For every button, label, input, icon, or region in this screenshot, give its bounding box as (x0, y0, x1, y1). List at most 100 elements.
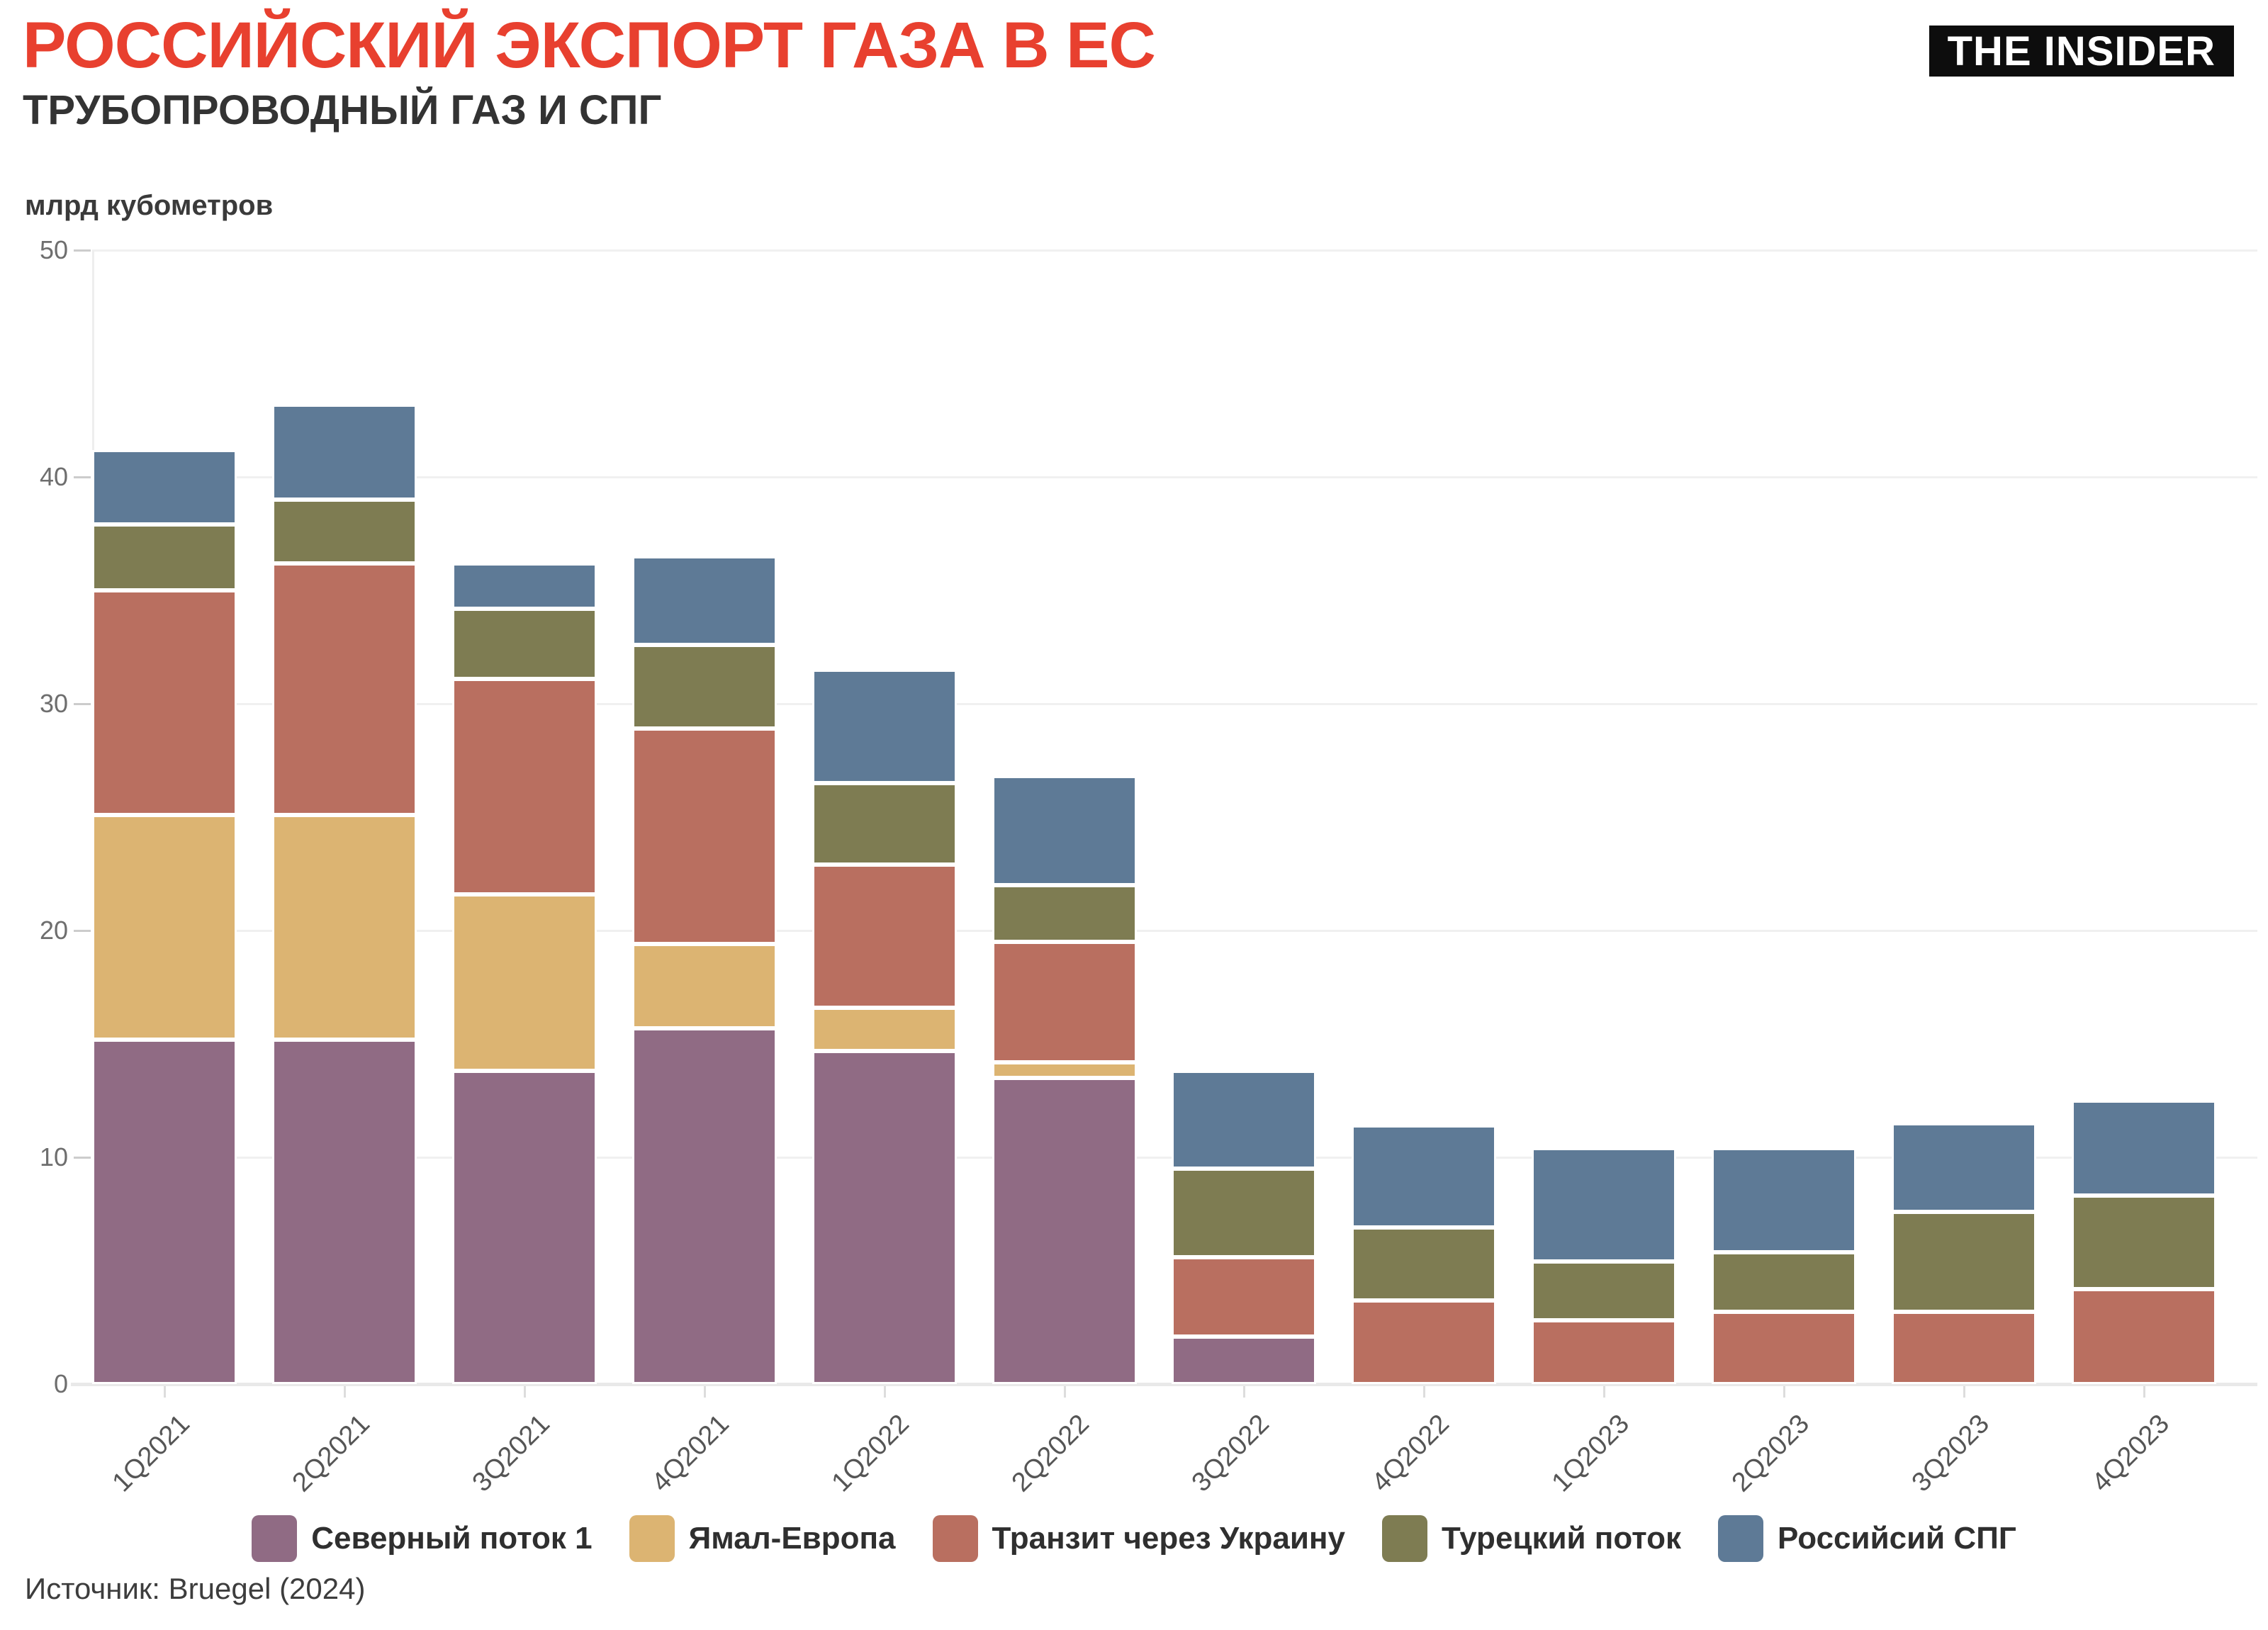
x-axis-tick (703, 1386, 706, 1398)
bar-segment (271, 404, 417, 500)
legend-label: Турецкий поток (1441, 1521, 1682, 1556)
bar-segment (1892, 1123, 2036, 1212)
bar-segment (631, 556, 777, 645)
x-axis-tick (523, 1386, 526, 1398)
x-axis-tick (883, 1386, 886, 1398)
x-axis-tick-label: 2Q2023 (1726, 1409, 1815, 1498)
legend-item: Российсий СПГ (1718, 1515, 2016, 1562)
y-axis-tick (74, 249, 91, 252)
legend-swatch (932, 1515, 978, 1562)
legend-item: Ямал-Европа (629, 1515, 896, 1562)
bar-segment (812, 783, 957, 865)
bar-segment (92, 1039, 237, 1384)
chart-legend: Северный поток 1 Ямал-Европа Транзит через… (0, 1515, 2268, 1562)
bar-segment (451, 1071, 597, 1384)
bar-segment (271, 1039, 417, 1384)
x-axis-tick-label: 2Q2021 (286, 1409, 376, 1498)
bar-segment (451, 563, 597, 609)
y-axis-tick (74, 703, 91, 705)
x-axis-tick-label: 3Q2022 (1186, 1409, 1276, 1498)
legend-swatch (1718, 1515, 1764, 1562)
bar-segment (2071, 1101, 2216, 1196)
bar-segment (992, 942, 1137, 1062)
y-gridline (92, 476, 2257, 478)
legend-label: Российсий СПГ (1778, 1521, 2016, 1556)
bar-segment (1712, 1252, 1857, 1312)
bar-segment (1892, 1211, 2036, 1312)
bar-segment (92, 590, 237, 815)
y-gridline (92, 930, 2257, 932)
bar-segment (92, 814, 237, 1040)
bar-segment (92, 524, 237, 590)
bar-segment (1172, 1336, 1317, 1384)
y-axis-tick (74, 1157, 91, 1159)
bar-segment (1352, 1125, 1497, 1228)
x-axis-tick-label: 1Q2022 (826, 1409, 916, 1498)
bar-segment (1172, 1071, 1317, 1169)
y-gridline (92, 249, 2257, 252)
bar-segment (812, 1007, 957, 1051)
x-axis-tick (343, 1386, 346, 1398)
bar-segment (1352, 1227, 1497, 1300)
bar-segment (271, 814, 417, 1040)
x-axis-tick (2143, 1386, 2145, 1398)
y-axis-tick-label: 20 (39, 916, 68, 945)
bar-segment (1712, 1311, 1857, 1384)
x-axis-tick-label: 4Q2022 (1366, 1409, 1456, 1498)
bar-segment (992, 1078, 1137, 1384)
x-axis-tick (164, 1386, 166, 1398)
x-axis-tick (1603, 1386, 1606, 1398)
legend-label: Транзит через Украину (992, 1521, 1345, 1556)
legend-swatch (629, 1515, 675, 1562)
bar-segment (1532, 1261, 1677, 1321)
y-axis-tick-label: 50 (39, 235, 68, 264)
x-axis-tick (1963, 1386, 1965, 1398)
legend-label: Ямал-Европа (688, 1521, 896, 1556)
x-axis-tick-label: 2Q2022 (1006, 1409, 1096, 1498)
bar-segment (992, 885, 1137, 942)
x-axis-line (71, 1383, 2257, 1386)
y-axis-tick-label: 30 (39, 689, 68, 718)
legend-item: Транзит через Украину (932, 1515, 1345, 1562)
x-axis-tick-label: 4Q2023 (2086, 1409, 2175, 1498)
bar-segment (1532, 1320, 1677, 1384)
bar-segment (1172, 1257, 1317, 1337)
the-insider-logo: THE INSIDER (1929, 26, 2234, 77)
bar-segment (631, 729, 777, 945)
legend-swatch (252, 1515, 298, 1562)
bar-segment (2071, 1196, 2216, 1289)
bar-segment (271, 563, 417, 815)
bar-segment (271, 500, 417, 563)
bar-segment (1712, 1148, 1857, 1253)
legend-label: Северный поток 1 (311, 1521, 593, 1556)
bar-segment (451, 678, 597, 894)
bar-segment (1172, 1169, 1317, 1257)
y-axis-tick-label: 40 (39, 462, 68, 491)
page-subtitle: ТРУБОПРОВОДНЫЙ ГАЗ И СПГ (23, 87, 662, 133)
bar-segment (631, 944, 777, 1028)
y-axis-unit-label: млрд кубометров (25, 190, 274, 221)
y-axis-tick (74, 476, 91, 478)
x-axis-tick-label: 3Q2023 (1906, 1409, 1995, 1498)
x-axis-tick (1423, 1386, 1426, 1398)
bar-segment (451, 608, 597, 679)
bar-segment (992, 776, 1137, 885)
x-axis-tick-label: 1Q2023 (1546, 1409, 1635, 1498)
bar-segment (1892, 1311, 2036, 1384)
x-axis-tick (1243, 1386, 1246, 1398)
bar-segment (2071, 1288, 2216, 1384)
bar-segment (631, 644, 777, 729)
source-caption: Источник: Bruegel (2024) (25, 1572, 366, 1605)
bar-segment (1532, 1148, 1677, 1262)
x-axis-tick-label: 1Q2021 (106, 1409, 196, 1498)
legend-swatch (1381, 1515, 1427, 1562)
bar-segment (812, 865, 957, 1008)
page-title: РОССИЙСКИЙ ЭКСПОРТ ГАЗА В ЕС (23, 9, 1156, 82)
x-axis-tick-label: 4Q2021 (646, 1409, 736, 1498)
legend-item: Турецкий поток (1381, 1515, 1682, 1562)
bar-segment (451, 894, 597, 1072)
y-axis-tick-label: 10 (39, 1142, 68, 1171)
x-axis-tick (1783, 1386, 1786, 1398)
y-axis-tick (74, 930, 91, 932)
